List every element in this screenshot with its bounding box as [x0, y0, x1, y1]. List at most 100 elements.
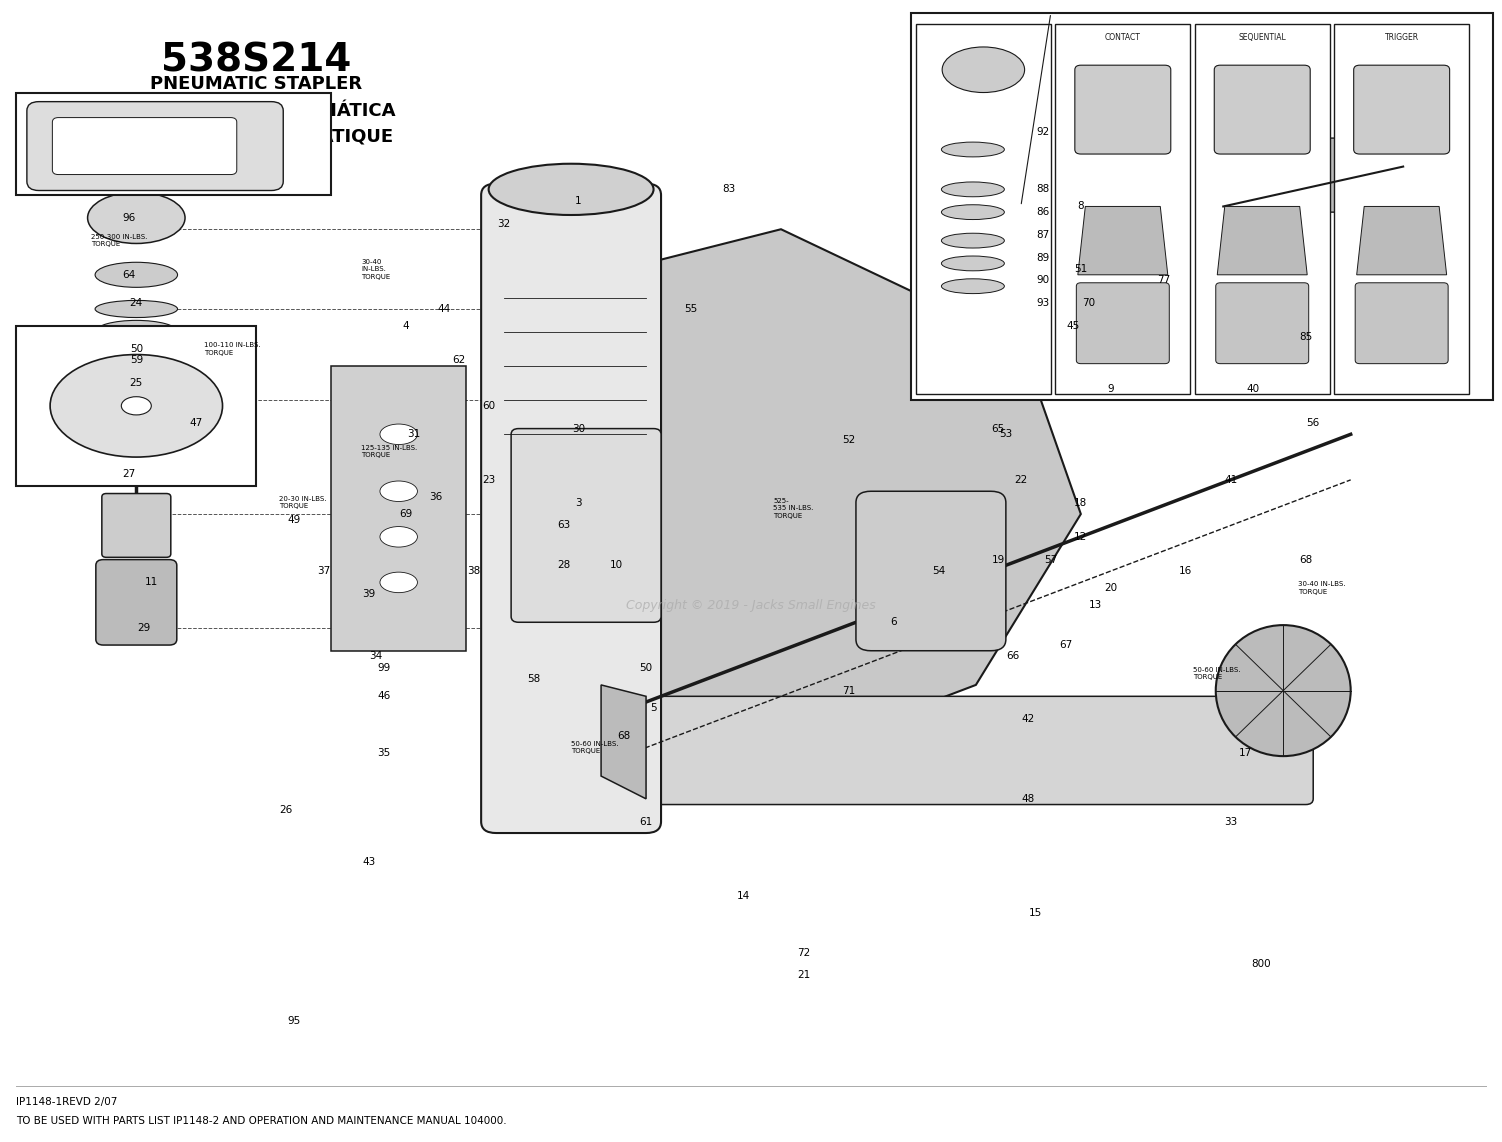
Text: ENGRAPADORA NEUMÁTICA: ENGRAPADORA NEUMÁTICA [117, 102, 395, 120]
Text: 52: 52 [841, 435, 855, 445]
Text: TO BE USED WITH PARTS LIST IP1148-2 AND OPERATION AND MAINTENANCE MANUAL 104000.: TO BE USED WITH PARTS LIST IP1148-2 AND … [17, 1116, 508, 1126]
Ellipse shape [122, 396, 152, 415]
Ellipse shape [95, 263, 177, 288]
Text: 66: 66 [1006, 651, 1020, 661]
Text: 250-300 IN-LBS.
TORQUE: 250-300 IN-LBS. TORQUE [92, 234, 147, 248]
Text: 538S214: 538S214 [161, 41, 351, 79]
FancyBboxPatch shape [856, 491, 1006, 651]
Ellipse shape [87, 192, 185, 243]
Text: 46: 46 [377, 691, 391, 701]
Text: 20-30 IN-LBS.
TORQUE: 20-30 IN-LBS. TORQUE [279, 496, 326, 509]
Text: 60: 60 [482, 401, 496, 411]
Text: 13: 13 [1089, 601, 1102, 610]
Ellipse shape [50, 354, 222, 457]
Text: 44: 44 [437, 304, 451, 314]
FancyBboxPatch shape [1214, 65, 1310, 154]
Text: 34: 34 [369, 651, 383, 661]
Text: 87: 87 [1036, 230, 1050, 240]
Text: 51: 51 [1074, 264, 1087, 274]
Ellipse shape [380, 572, 418, 593]
Text: 99: 99 [377, 662, 391, 673]
Text: 17: 17 [1239, 748, 1253, 758]
FancyBboxPatch shape [1215, 138, 1410, 212]
Text: 30: 30 [572, 424, 586, 434]
Polygon shape [601, 685, 646, 799]
Text: 19: 19 [991, 555, 1005, 564]
FancyBboxPatch shape [511, 428, 661, 622]
Text: 33: 33 [1224, 817, 1238, 827]
Text: 61: 61 [640, 817, 653, 827]
Text: 3: 3 [575, 498, 581, 508]
Text: 67: 67 [1059, 640, 1072, 650]
Text: 43: 43 [362, 856, 376, 867]
Text: 48: 48 [1021, 794, 1035, 804]
Text: 42: 42 [1021, 714, 1035, 724]
FancyBboxPatch shape [1056, 24, 1190, 394]
Text: 1: 1 [575, 195, 581, 206]
Ellipse shape [942, 256, 1005, 271]
Text: 69: 69 [400, 509, 413, 518]
Ellipse shape [942, 182, 1005, 196]
Text: 36: 36 [430, 492, 443, 502]
Text: 30-40 IN-LBS.
TORQUE: 30-40 IN-LBS. TORQUE [1298, 581, 1346, 595]
Ellipse shape [942, 204, 1005, 219]
Text: 55: 55 [685, 304, 697, 314]
Text: 96: 96 [122, 212, 135, 223]
Text: 800: 800 [1251, 959, 1271, 970]
FancyBboxPatch shape [912, 13, 1493, 400]
Text: 525-
535 IN-LBS.
TORQUE: 525- 535 IN-LBS. TORQUE [774, 498, 814, 518]
Text: TRIGGER: TRIGGER [1385, 33, 1419, 42]
Text: 57: 57 [1044, 555, 1057, 564]
Polygon shape [601, 230, 1081, 742]
Text: 20: 20 [1104, 584, 1117, 593]
Text: 49: 49 [287, 515, 300, 524]
FancyBboxPatch shape [1215, 283, 1308, 363]
Text: 68: 68 [1299, 555, 1313, 564]
Text: 64: 64 [122, 270, 135, 280]
Text: 53: 53 [999, 429, 1012, 440]
Text: 29: 29 [137, 624, 150, 633]
Text: 15: 15 [1029, 908, 1042, 918]
FancyBboxPatch shape [1077, 283, 1169, 363]
Text: SEQUENTIAL: SEQUENTIAL [1238, 33, 1286, 42]
Text: PNEUMATIC STAPLER: PNEUMATIC STAPLER [150, 75, 362, 94]
Text: 12: 12 [1074, 532, 1087, 541]
Text: 45: 45 [1066, 321, 1080, 331]
Text: 27: 27 [122, 469, 135, 480]
Text: 47: 47 [189, 418, 203, 428]
Polygon shape [1356, 207, 1446, 275]
Ellipse shape [488, 163, 653, 215]
Text: 70: 70 [1081, 298, 1095, 308]
Text: Copyright © 2019 - Jacks Small Engines: Copyright © 2019 - Jacks Small Engines [626, 598, 876, 612]
Text: 86: 86 [1036, 207, 1050, 217]
Text: 26: 26 [279, 805, 293, 815]
Text: AGRAFEUSE PNEUMATIQUE: AGRAFEUSE PNEUMATIQUE [120, 128, 394, 146]
FancyBboxPatch shape [1075, 65, 1170, 154]
FancyBboxPatch shape [638, 697, 1313, 805]
Ellipse shape [95, 357, 177, 375]
Text: 23: 23 [482, 475, 496, 485]
Text: 14: 14 [737, 891, 749, 901]
Ellipse shape [95, 321, 177, 343]
FancyBboxPatch shape [916, 24, 1051, 394]
Text: 18: 18 [1074, 498, 1087, 508]
Text: 21: 21 [798, 971, 810, 981]
Text: 58: 58 [527, 674, 541, 684]
Ellipse shape [380, 424, 418, 444]
FancyBboxPatch shape [1355, 283, 1448, 363]
FancyBboxPatch shape [541, 195, 653, 480]
Text: 32: 32 [497, 218, 511, 228]
Text: 93: 93 [1036, 298, 1050, 308]
Text: 83: 83 [722, 184, 734, 194]
Text: 50-60 IN-LBS.
TORQUE: 50-60 IN-LBS. TORQUE [571, 741, 619, 755]
Text: 71: 71 [841, 685, 855, 695]
Text: 63: 63 [557, 521, 571, 530]
Text: 8: 8 [1077, 201, 1084, 211]
Text: 68: 68 [617, 731, 631, 741]
FancyBboxPatch shape [17, 327, 257, 485]
Text: 89: 89 [1036, 252, 1050, 263]
Text: 25: 25 [129, 378, 143, 388]
Text: 35: 35 [377, 748, 391, 758]
Text: 90: 90 [1036, 275, 1050, 286]
Text: 41: 41 [1224, 475, 1238, 485]
